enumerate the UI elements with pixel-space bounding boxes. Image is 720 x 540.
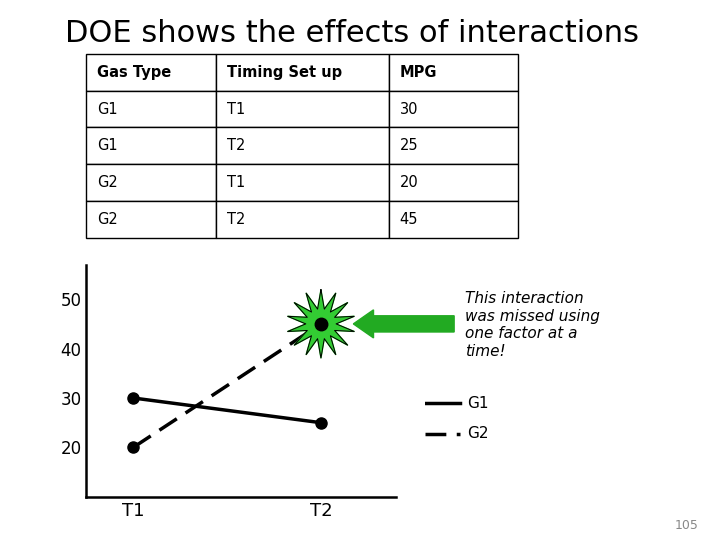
Bar [389,54,518,91]
Text: 30: 30 [400,102,418,117]
Bar [86,201,216,238]
Bar [216,127,389,164]
Text: G1: G1 [97,138,118,153]
Bar [216,201,389,238]
Text: G1: G1 [97,102,118,117]
FancyArrow shape [354,310,454,338]
Text: G1: G1 [467,396,489,410]
Bar [86,164,216,201]
Bar [216,54,389,91]
Text: T1: T1 [227,102,245,117]
Text: 20: 20 [400,175,418,190]
Text: G2: G2 [467,427,489,441]
Text: G2: G2 [97,212,118,227]
Bar [86,91,216,127]
Text: Gas Type: Gas Type [97,65,171,80]
Text: 25: 25 [400,138,418,153]
Bar [389,164,518,201]
Bar [389,127,518,164]
Text: T1: T1 [227,175,245,190]
Bar [389,91,518,127]
Text: Timing Set up: Timing Set up [227,65,342,80]
Bar [86,54,216,91]
Polygon shape [287,289,354,358]
Text: 45: 45 [400,212,418,227]
Bar [389,201,518,238]
Bar [86,127,216,164]
Text: MPG: MPG [400,65,437,80]
Text: DOE shows the effects of interactions: DOE shows the effects of interactions [65,19,639,48]
Text: G2: G2 [97,175,118,190]
Text: T2: T2 [227,212,246,227]
Text: 105: 105 [675,519,698,532]
Bar [216,91,389,127]
Text: T2: T2 [227,138,246,153]
Bar [216,164,389,201]
Text: This interaction
was missed using
one factor at a
time!: This interaction was missed using one fa… [465,292,600,359]
